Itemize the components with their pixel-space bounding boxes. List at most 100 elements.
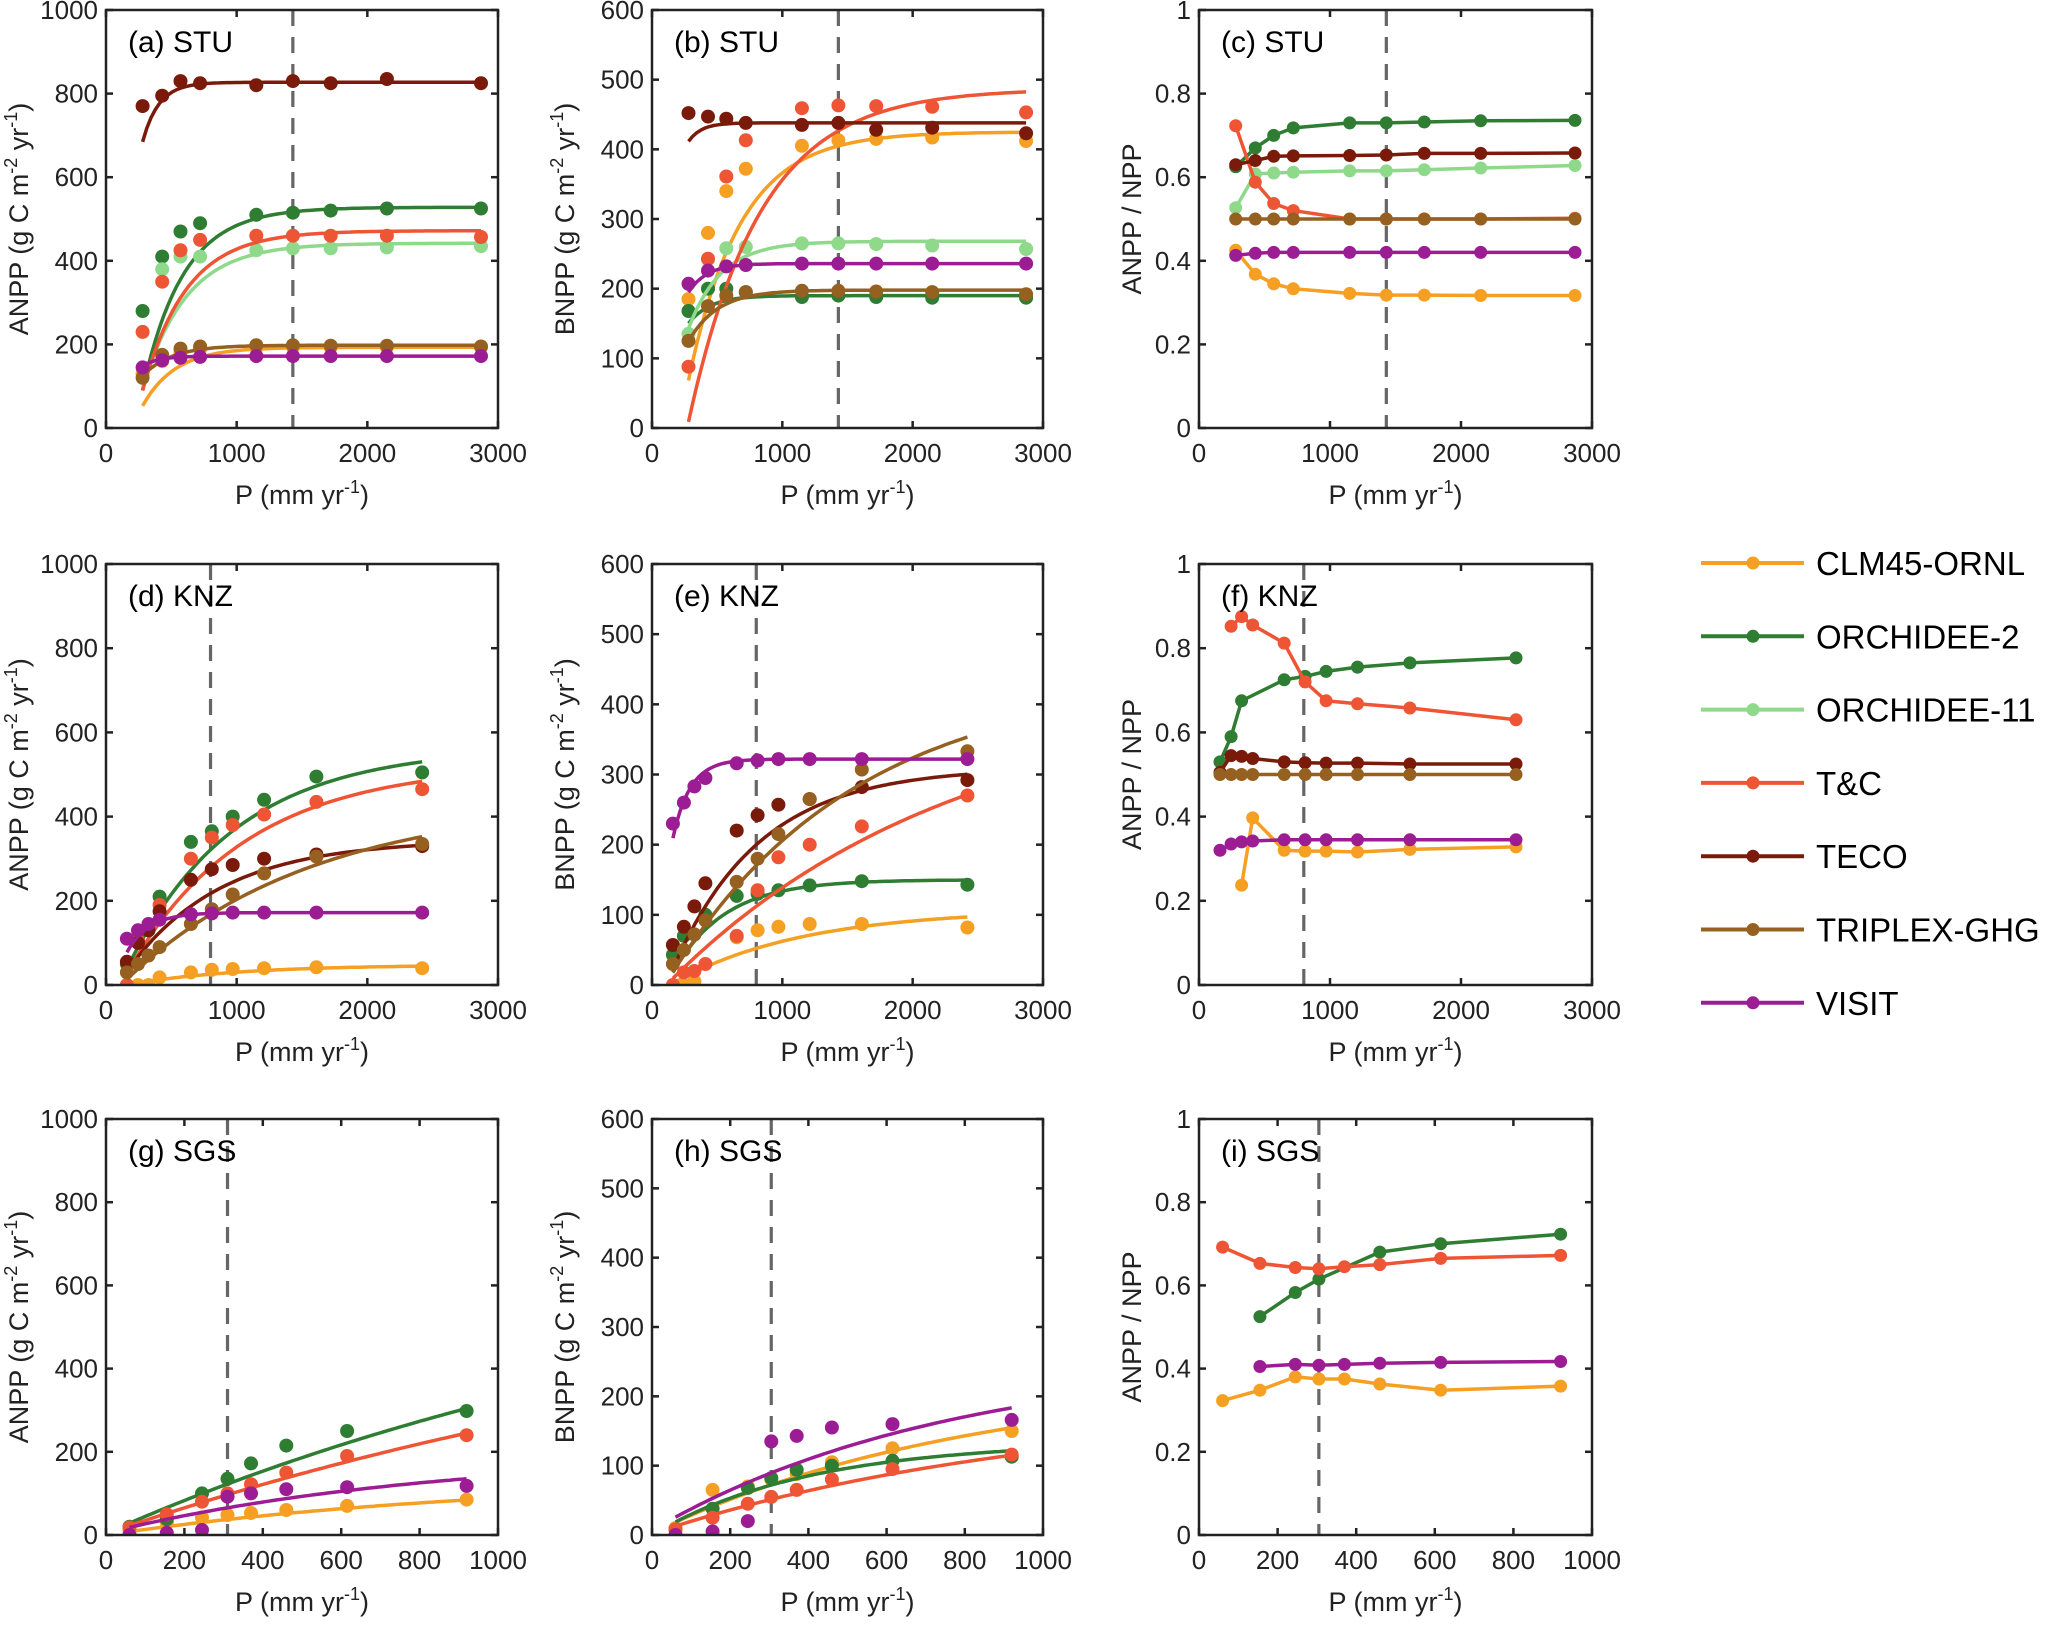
fit-curve-tandc xyxy=(686,90,1027,423)
x-tick-label: 2000 xyxy=(1432,995,1490,1025)
data-point-teco xyxy=(738,115,753,130)
data-point-clm45-ornl xyxy=(802,917,817,931)
data-point-clm45-ornl xyxy=(1351,845,1364,859)
data-point-visit xyxy=(173,350,188,365)
data-point-visit xyxy=(869,256,884,271)
data-point-teco xyxy=(1224,749,1238,763)
legend-label: TECO xyxy=(1816,838,1908,875)
y-tick-label: 600 xyxy=(601,0,644,25)
data-point-visit xyxy=(1319,833,1333,847)
data-point-teco xyxy=(474,76,488,91)
data-point-visit xyxy=(1019,256,1034,271)
y-tick-label: 1000 xyxy=(40,0,98,25)
data-point-triplex-ghg xyxy=(1417,212,1431,226)
data-point-tandc xyxy=(119,978,134,985)
data-point-visit xyxy=(225,905,240,920)
data-point-tandc xyxy=(155,274,170,289)
data-point-triplex-ghg xyxy=(869,284,884,299)
data-point-orchidee-2 xyxy=(244,1456,258,1471)
data-point-visit xyxy=(155,353,170,368)
x-axis-label: P (mm yr-1) xyxy=(780,1034,914,1067)
x-tick-label: 600 xyxy=(320,1545,363,1575)
data-point-orchidee-2 xyxy=(220,1471,235,1486)
y-tick-label: 500 xyxy=(601,619,644,649)
panel-title: (b) STU xyxy=(674,26,779,59)
data-point-orchidee-2 xyxy=(249,207,264,222)
data-point-triplex-ghg xyxy=(925,285,940,300)
data-point-visit xyxy=(1474,245,1488,259)
y-tick-label: 800 xyxy=(55,1187,98,1217)
data-point-visit xyxy=(379,349,394,364)
data-point-orchidee-2 xyxy=(155,249,170,264)
data-point-tandc xyxy=(687,964,702,978)
series-line-clm45-ornl xyxy=(1222,1375,1561,1403)
data-point-orchidee-2 xyxy=(960,877,975,892)
data-point-orchidee-2 xyxy=(1509,651,1523,665)
data-point-visit xyxy=(1312,1358,1326,1372)
data-point-teco xyxy=(831,115,846,130)
data-point-triplex-ghg xyxy=(1286,212,1300,226)
data-point-visit xyxy=(1235,835,1249,849)
y-axis-label: ANPP (g C m-2 yr-1) xyxy=(1,103,34,336)
data-point-tandc xyxy=(750,883,765,898)
data-point-tandc xyxy=(854,819,869,834)
panel-a: 0 1000 2000 3000 0 200 400 600 800 1000 (a) STU P (… xyxy=(1,0,527,510)
series-line-visit xyxy=(1235,250,1575,258)
y-tick-label: 100 xyxy=(601,343,644,373)
x-tick-label: 1000 xyxy=(469,1545,527,1575)
x-tick-label: 0 xyxy=(645,995,659,1025)
legend-label: VISIT xyxy=(1816,985,1899,1022)
data-point-visit xyxy=(1554,1355,1568,1368)
data-point-orchidee-2 xyxy=(193,216,208,231)
data-point-clm45-ornl xyxy=(1319,844,1333,858)
axes-frame xyxy=(104,562,500,987)
panel-title: (d) KNZ xyxy=(128,580,233,613)
data-point-visit xyxy=(119,931,134,946)
y-tick-label: 600 xyxy=(601,549,644,579)
axes-frame xyxy=(1197,1117,1594,1537)
panel-c: 0 1000 2000 3000 0 0.2 0.4 0.6 0.8 1 (c) STU P (mm … xyxy=(1117,0,1621,510)
data-point-teco xyxy=(1267,149,1281,163)
fit-curve-teco xyxy=(140,80,481,143)
x-tick-label: 1000 xyxy=(1563,1545,1621,1575)
data-point-tandc xyxy=(802,837,817,852)
plot-area xyxy=(1213,610,1523,892)
x-tick-label: 0 xyxy=(99,438,113,468)
panel-title: (g) SGS xyxy=(128,1135,236,1168)
data-point-tandc xyxy=(789,1482,804,1497)
data-point-tandc xyxy=(195,1494,209,1509)
x-tick-label: 3000 xyxy=(469,995,527,1025)
data-point-orchidee-11 xyxy=(1379,164,1393,178)
y-tick-label: 0 xyxy=(84,413,98,443)
data-point-visit xyxy=(738,258,753,272)
y-tick-label: 200 xyxy=(55,329,98,359)
data-point-visit xyxy=(141,917,156,931)
y-tick-label: 0.6 xyxy=(1155,1270,1191,1300)
fit-curve-clm45-ornl xyxy=(672,915,968,985)
data-point-orchidee-2 xyxy=(1379,116,1393,130)
data-point-visit xyxy=(1434,1355,1448,1369)
data-point-teco xyxy=(1403,757,1417,771)
data-point-tandc xyxy=(719,169,734,184)
y-tick-label: 600 xyxy=(55,1270,98,1300)
x-tick-label: 800 xyxy=(943,1545,986,1575)
data-point-visit xyxy=(279,1482,294,1497)
y-tick-label: 400 xyxy=(601,134,644,164)
data-point-triplex-ghg xyxy=(1246,768,1260,781)
x-axis-label: P (mm yr-1) xyxy=(235,1584,369,1617)
data-point-clm45-ornl xyxy=(705,1482,720,1497)
y-tick-label: 0.2 xyxy=(1155,886,1191,916)
series-line-orchidee-2 xyxy=(1258,1232,1561,1319)
data-point-visit xyxy=(285,349,300,364)
panel-e: 0 1000 2000 3000 0 100 200 300 400 500 600 (e) KNZ P… xyxy=(547,549,1072,1067)
axes-frame xyxy=(1197,562,1594,987)
y-tick-label: 1000 xyxy=(40,549,98,579)
data-point-clm45-ornl xyxy=(1216,1394,1230,1408)
data-point-tandc xyxy=(698,957,713,971)
axes-frame xyxy=(1197,8,1594,430)
legend-item-triplex-ghg: TRIPLEX-GHG xyxy=(1701,912,2040,949)
data-point-orchidee-2 xyxy=(379,201,394,216)
data-point-tandc xyxy=(279,1465,294,1480)
x-axis-label: P (mm yr-1) xyxy=(780,477,914,510)
data-point-teco xyxy=(681,106,696,121)
